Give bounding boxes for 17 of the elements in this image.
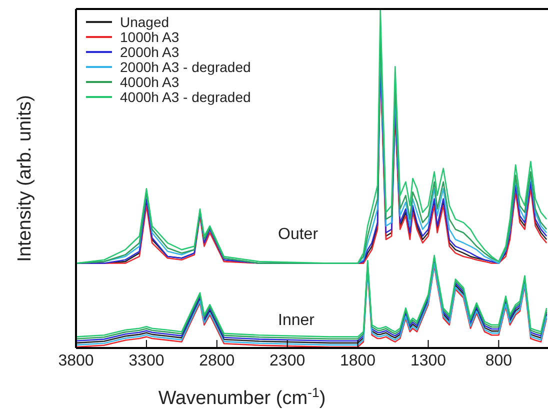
x-tick-label: 3800 — [58, 352, 94, 370]
legend-label: 2000h A3 — [120, 44, 180, 60]
legend-label: 4000h A3 - degraded — [120, 88, 251, 104]
annotation: Outer — [278, 226, 318, 244]
x-tick-label: 2800 — [199, 352, 235, 370]
legend-label: Unaged — [120, 14, 170, 30]
x-tick-label: 2300 — [270, 352, 306, 370]
x-axis-title: Wavenumber (cm$^{-1}$) — [158, 384, 326, 409]
x-tick-label: 800 — [485, 352, 512, 370]
legend-label: 2000h A3 - degraded — [120, 58, 251, 74]
x-tick-label: 1300 — [410, 352, 446, 370]
x-tick-label: 1800 — [340, 352, 376, 370]
legend-label: 1000h A3 — [120, 28, 180, 44]
annotation: Inner — [278, 312, 314, 330]
legend-label: 4000h A3 — [120, 74, 180, 90]
x-tick-label: 3300 — [128, 352, 164, 370]
y-axis-title: Intensity (arb. units) — [14, 95, 36, 262]
